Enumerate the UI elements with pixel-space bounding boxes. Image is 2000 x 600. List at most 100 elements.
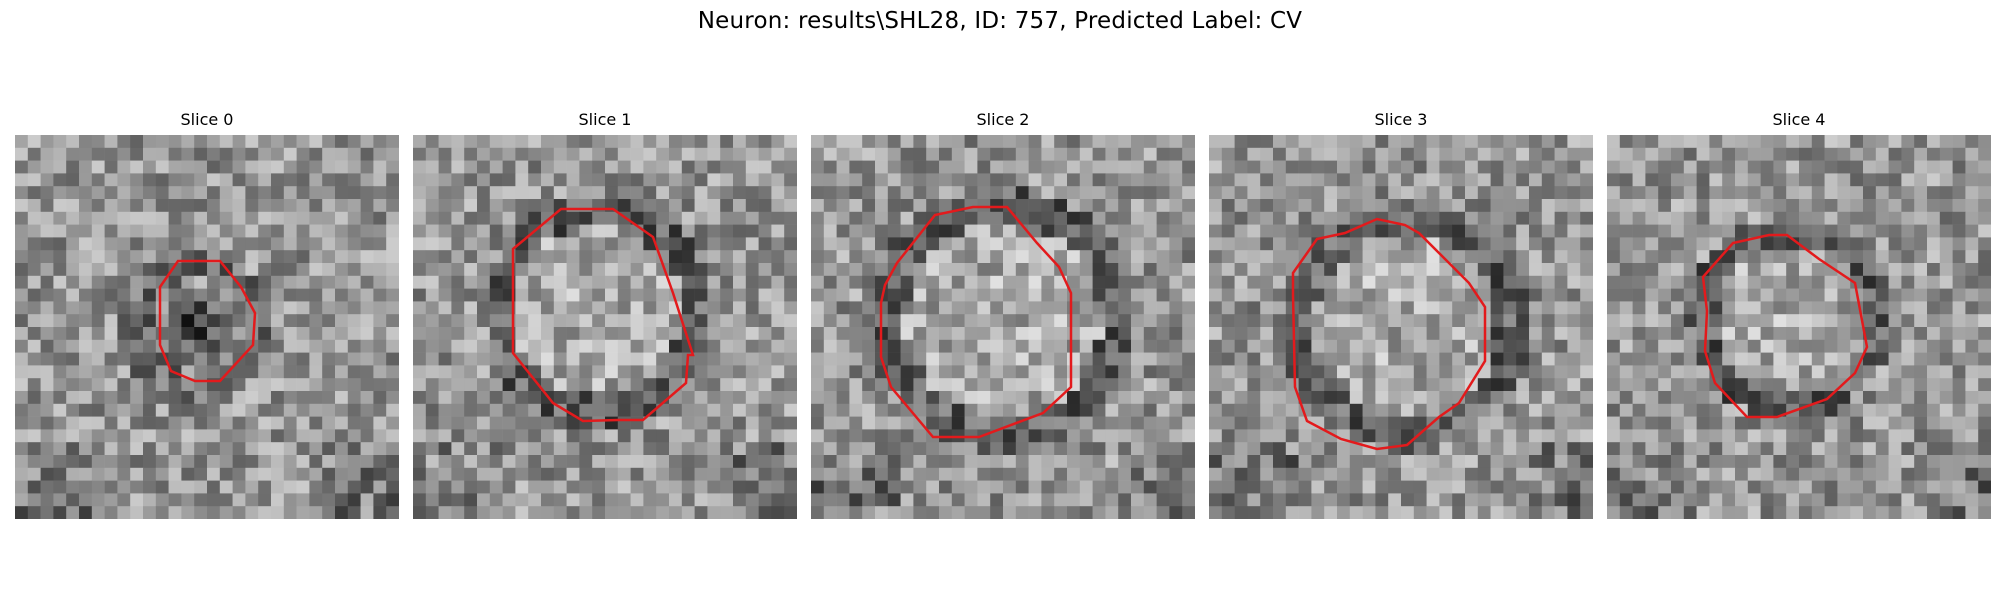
pixel (1607, 416, 1621, 430)
pixel (91, 211, 105, 225)
pixel (862, 288, 876, 302)
pixel (1901, 467, 1915, 481)
pixel (104, 391, 118, 405)
pixel (283, 403, 297, 417)
pixel (347, 211, 361, 225)
pixel (1747, 301, 1761, 315)
pixel (1658, 429, 1672, 443)
pixel (1285, 211, 1299, 225)
pixel (1529, 160, 1543, 174)
pixel (168, 467, 182, 481)
pixel (579, 365, 593, 379)
pixel (1143, 327, 1157, 341)
pixel (1888, 275, 1902, 289)
pixel (1247, 365, 1261, 379)
pixel (386, 301, 399, 315)
pixel (464, 160, 478, 174)
pixel (296, 455, 310, 469)
pixel (579, 352, 593, 366)
pixel (104, 237, 118, 251)
pixel (1311, 224, 1325, 238)
pixel (130, 467, 144, 481)
pixel (1516, 135, 1530, 149)
pixel (1567, 327, 1581, 341)
pixel (283, 263, 297, 277)
pixel (964, 327, 978, 341)
pixel (413, 147, 427, 161)
pixel (1696, 186, 1710, 200)
pixel (964, 237, 978, 251)
pixel (951, 135, 965, 149)
pixel (1298, 211, 1312, 225)
pixel (155, 480, 169, 494)
pixel (1747, 352, 1761, 366)
pixel (53, 378, 67, 392)
pixel (745, 173, 759, 187)
pixel (1028, 224, 1042, 238)
pixel (1349, 288, 1363, 302)
pixel (1156, 135, 1170, 149)
pixel (541, 493, 555, 507)
pixel (1645, 403, 1659, 417)
pixel (1452, 327, 1466, 341)
pixel (771, 186, 785, 200)
pixel (1850, 455, 1864, 469)
pixel (477, 173, 491, 187)
pixel (1632, 288, 1646, 302)
pixel (309, 506, 323, 519)
pixel (1529, 173, 1543, 187)
pixel (1888, 442, 1902, 456)
pixel (271, 403, 285, 417)
pixel (862, 416, 876, 430)
pixel (477, 467, 491, 481)
pixel (771, 314, 785, 328)
pixel (386, 378, 399, 392)
pixel (541, 314, 555, 328)
pixel (1234, 378, 1248, 392)
pixel (811, 263, 825, 277)
pixel (528, 429, 542, 443)
pixel (1324, 327, 1338, 341)
pixel (1169, 135, 1183, 149)
pixel (1118, 263, 1132, 277)
pixel (1388, 493, 1402, 507)
pixel (130, 403, 144, 417)
pixel (1337, 237, 1351, 251)
pixel (1709, 314, 1723, 328)
pixel (1671, 237, 1685, 251)
pixel (669, 480, 683, 494)
pixel (464, 480, 478, 494)
pixel (1311, 493, 1325, 507)
pixel (181, 391, 195, 405)
pixel (1645, 493, 1659, 507)
pixel (1645, 263, 1659, 277)
pixel (1079, 352, 1093, 366)
pixel (1234, 506, 1248, 519)
pixel (155, 327, 169, 341)
pixel (733, 391, 747, 405)
pixel (1607, 506, 1621, 519)
pixel (528, 493, 542, 507)
pixel (489, 467, 503, 481)
pixel (79, 442, 93, 456)
pixel (630, 365, 644, 379)
pixel (1156, 506, 1170, 519)
pixel (1324, 391, 1338, 405)
pixel (1978, 442, 1991, 456)
pixel (477, 237, 491, 251)
pixel (27, 429, 41, 443)
pixel (1413, 160, 1427, 174)
pixel (617, 314, 631, 328)
pixel (990, 378, 1004, 392)
pixel (784, 467, 797, 481)
pixel (1952, 365, 1966, 379)
pixel (232, 378, 246, 392)
pixel (27, 327, 41, 341)
pixel (91, 403, 105, 417)
pixel (27, 275, 41, 289)
pixel (977, 403, 991, 417)
pixel (1978, 493, 1991, 507)
pixel (1131, 199, 1145, 213)
pixel (849, 275, 863, 289)
pixel (168, 237, 182, 251)
